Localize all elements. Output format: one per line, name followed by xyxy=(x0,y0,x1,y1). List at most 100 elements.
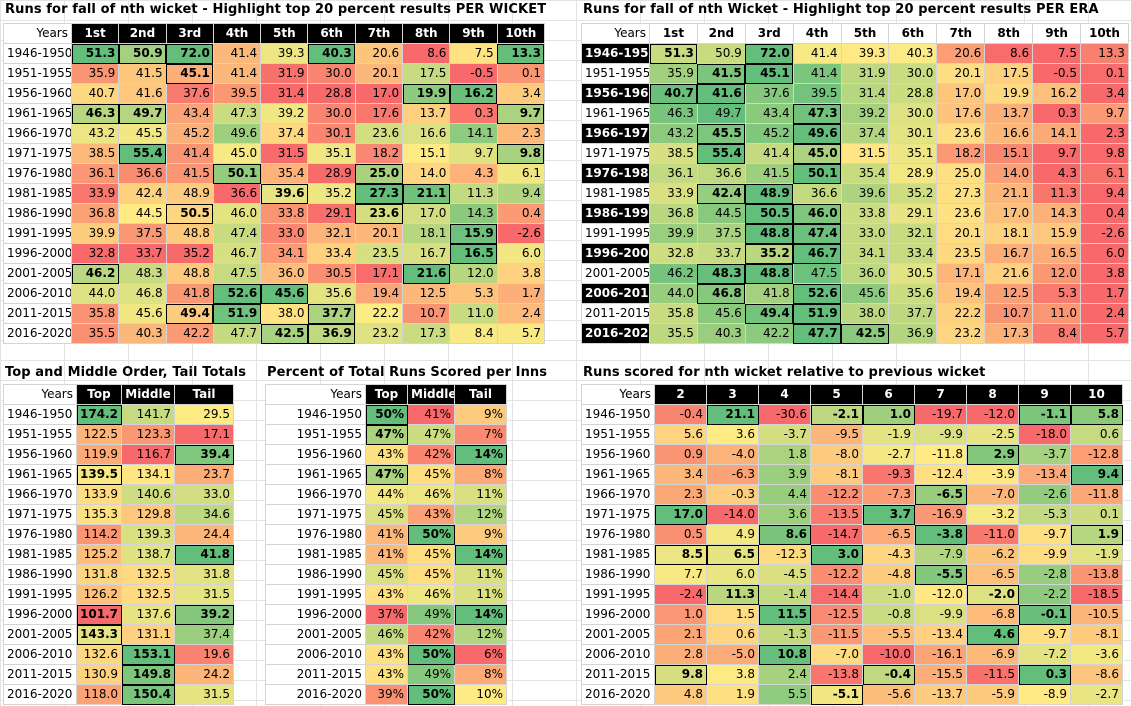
value-cell: 28.8 xyxy=(307,83,356,104)
value-cell: -2.0 xyxy=(966,584,1019,605)
header-col-middle: Middle xyxy=(407,384,455,405)
value-cell: -11.5 xyxy=(810,624,863,645)
value-cell: 30.5 xyxy=(888,263,938,284)
value-cell: 47% xyxy=(407,424,455,445)
value-cell: 41.4 xyxy=(792,43,842,64)
row-years-label: 2016-2020 xyxy=(265,684,366,705)
value-cell: 27.3 xyxy=(354,183,404,204)
value-cell: -0.1 xyxy=(1018,604,1071,625)
row-years-label: 1946-1950 xyxy=(581,404,655,425)
value-cell: 5.7 xyxy=(496,323,545,344)
value-cell: 14% xyxy=(454,604,507,625)
value-cell: 46.2 xyxy=(70,263,120,284)
value-cell: 32.8 xyxy=(70,243,120,264)
value-cell: 51.9 xyxy=(792,303,842,324)
value-cell: 20.6 xyxy=(936,43,986,64)
value-cell: 35.9 xyxy=(649,63,698,84)
value-cell: 45% xyxy=(365,564,408,585)
header-col-2nd: 2nd xyxy=(696,23,746,44)
row-years-label: 1961-1965 xyxy=(265,464,366,485)
row-years-label: 1986-1990 xyxy=(3,203,72,224)
table-row: 1996-2000 1.0 1.5 11.5 -12.5 -0.8 -9.9 -6.8 -0.1… xyxy=(581,604,1123,625)
value-cell: 3.0 xyxy=(810,544,863,565)
header-row: Years Top Middle Tail xyxy=(265,384,507,405)
value-cell: 45.6 xyxy=(260,283,309,304)
row-years-label: 2001-2005 xyxy=(3,263,72,284)
value-cell: 72.0 xyxy=(744,43,794,64)
value-cell: 55.4 xyxy=(118,143,167,164)
value-cell: 143.3 xyxy=(76,624,122,645)
table-row: 1996-2000 37% 49% 14% xyxy=(265,604,507,625)
row-years-label: 1956-1960 xyxy=(3,83,72,104)
value-cell: 36.0 xyxy=(840,263,890,284)
value-cell: 37.6 xyxy=(744,83,794,104)
value-cell: 32.1 xyxy=(307,223,356,244)
value-cell: 48.3 xyxy=(118,263,167,284)
value-cell: 32.1 xyxy=(888,223,938,244)
value-cell: 9.4 xyxy=(1070,464,1123,485)
value-cell: -14.0 xyxy=(706,504,759,525)
value-cell: 33.7 xyxy=(118,243,167,264)
value-cell: 35.8 xyxy=(649,303,698,324)
value-cell: 13.3 xyxy=(496,43,545,64)
value-cell: 16.2 xyxy=(449,83,498,104)
row-years-label: 2006-2010 xyxy=(581,644,655,665)
value-cell: 6.0 xyxy=(496,243,545,264)
table-runs-per-era: Years 1st 2nd 3rd 4th 5th 6th 7th 8th 9th 10th 1946… xyxy=(581,23,1129,344)
row-years-label: 1986-1990 xyxy=(581,564,655,585)
value-cell: 43% xyxy=(365,664,408,685)
value-cell: 12.5 xyxy=(984,283,1034,304)
value-cell: -2.7 xyxy=(862,444,915,465)
value-cell: 29.1 xyxy=(888,203,938,224)
row-years-label: 2006-2010 xyxy=(3,644,77,665)
value-cell: -2.8 xyxy=(1018,564,1071,585)
value-cell: 138.7 xyxy=(121,544,175,565)
value-cell: 17.1 xyxy=(936,263,986,284)
row-years-label: 1966-1970 xyxy=(581,123,650,144)
table-row: 1961-1965 47% 45% 8% xyxy=(265,464,507,485)
value-cell: 9% xyxy=(454,404,507,425)
value-cell: -6.3 xyxy=(706,464,759,485)
value-cell: 43% xyxy=(407,504,455,525)
header-col-5: 5 xyxy=(810,384,863,405)
value-cell: 0.6 xyxy=(706,624,759,645)
value-cell: 47.7 xyxy=(792,323,842,344)
value-cell: 10.7 xyxy=(984,303,1034,324)
value-cell: 52.6 xyxy=(212,283,262,304)
value-cell: 47% xyxy=(365,424,408,445)
header-years: Years xyxy=(3,23,72,44)
value-cell: 1.9 xyxy=(706,684,759,705)
value-cell: 7.5 xyxy=(1032,43,1082,64)
value-cell: 50% xyxy=(407,644,455,665)
table-row: 1991-1995 43% 46% 11% xyxy=(265,584,507,605)
value-cell: 32.8 xyxy=(649,243,698,264)
row-years-label: 1991-1995 xyxy=(3,223,72,244)
value-cell: 8.6 xyxy=(758,524,811,545)
table-row: 2016-2020 118.0 150.4 31.5 xyxy=(3,684,234,705)
value-cell: -7.0 xyxy=(810,644,863,665)
value-cell: -12.2 xyxy=(810,484,863,505)
value-cell: 30.5 xyxy=(307,263,356,284)
value-cell: -4.3 xyxy=(862,544,915,565)
value-cell: 5.3 xyxy=(1032,283,1082,304)
table-row: 1951-1955 35.9 41.5 45.1 41.4 31.9 30.0 20.1 17.… xyxy=(3,63,545,84)
value-cell: 0.9 xyxy=(654,444,707,465)
value-cell: -11.8 xyxy=(914,444,967,465)
value-cell: 41% xyxy=(365,524,408,545)
header-col-8th: 8th xyxy=(984,23,1034,44)
value-cell: 15.9 xyxy=(449,223,498,244)
value-cell: 44.0 xyxy=(649,283,698,304)
value-cell: 46.0 xyxy=(792,203,842,224)
value-cell: 37.7 xyxy=(307,303,356,324)
value-cell: 31.4 xyxy=(260,83,309,104)
table-row: 1956-1960 43% 42% 14% xyxy=(265,444,507,465)
value-cell: -4.5 xyxy=(758,564,811,585)
value-cell: 49.4 xyxy=(165,303,214,324)
value-cell: 8.4 xyxy=(449,323,498,344)
value-cell: 43% xyxy=(365,584,408,605)
row-years-label: 1981-1985 xyxy=(3,544,77,565)
table5-title: Runs scored for nth wicket relative to p… xyxy=(583,365,986,380)
value-cell: 27.3 xyxy=(936,183,986,204)
